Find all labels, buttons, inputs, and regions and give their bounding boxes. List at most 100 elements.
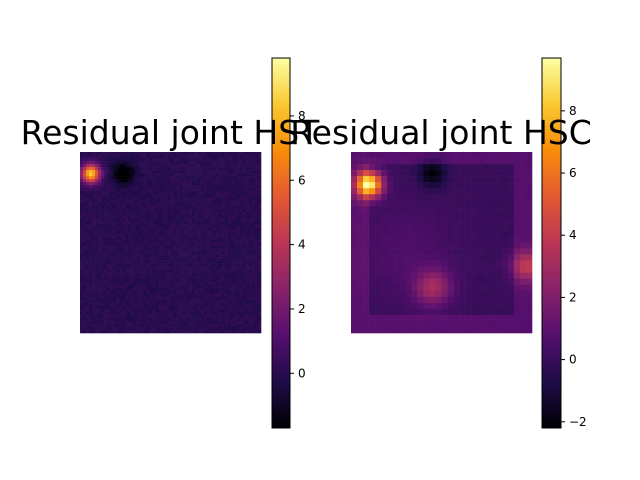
heatmap-cell (152, 314, 156, 319)
heatmap-cell (173, 248, 177, 252)
heatmap-cell (405, 326, 412, 334)
heatmap-cell (242, 287, 247, 292)
heatmap-cell (471, 308, 478, 316)
heatmap-cell (459, 284, 466, 292)
heatmap-cell (191, 266, 195, 270)
heatmap-cell (101, 200, 105, 204)
heatmap-cell (239, 182, 244, 186)
colorbar-segment (272, 193, 290, 198)
heatmap-cell (92, 212, 96, 216)
heatmap-cell (134, 233, 138, 237)
heatmap-cell (116, 179, 120, 183)
heatmap-cell (495, 248, 503, 255)
heatmap-cell (387, 182, 394, 189)
heatmap-cell (140, 308, 144, 313)
heatmap-cell (137, 164, 141, 168)
heatmap-cell (224, 242, 229, 246)
heatmap-cell (387, 290, 394, 298)
heatmap-cell (164, 278, 168, 283)
heatmap-cell (236, 236, 241, 240)
heatmap-cell (194, 260, 198, 264)
heatmap-cell (179, 242, 183, 246)
heatmap-cell (435, 326, 442, 334)
heatmap-cell (98, 305, 102, 310)
heatmap-cell (116, 212, 120, 216)
heatmap-cell (357, 260, 364, 267)
heatmap-cell (98, 296, 102, 301)
heatmap-cell (95, 290, 99, 295)
heatmap-cell (230, 215, 235, 219)
colorbar-segment (272, 313, 290, 318)
colorbar-segment (542, 107, 561, 111)
heatmap-cell (182, 314, 186, 319)
heatmap-cell (233, 230, 238, 234)
heatmap-cell (170, 260, 174, 264)
heatmap-cell (417, 314, 424, 322)
heatmap-cell (429, 182, 436, 189)
heatmap-cell (167, 272, 171, 276)
heatmap-cell (164, 257, 168, 261)
heatmap-cell (152, 320, 156, 325)
heatmap-cell (131, 218, 135, 222)
heatmap-cell (143, 230, 147, 234)
heatmap-cell (351, 194, 358, 201)
heatmap-cell (233, 248, 238, 252)
heatmap-cell (417, 242, 424, 249)
heatmap-cell (101, 305, 105, 310)
heatmap-cell (221, 254, 226, 258)
heatmap-cell (203, 287, 207, 292)
heatmap-cell (351, 218, 358, 225)
heatmap-cell (489, 296, 497, 304)
heatmap-cell (95, 242, 99, 246)
heatmap-cell (513, 212, 521, 219)
heatmap-cell (248, 242, 253, 246)
heatmap-cell (140, 257, 144, 261)
heatmap-cell (188, 308, 192, 313)
heatmap-cell (137, 176, 141, 180)
heatmap-cell (236, 161, 241, 165)
heatmap-cell (215, 239, 220, 243)
heatmap-cell (459, 152, 466, 159)
colorbar-segment (272, 406, 290, 410)
heatmap-cell (191, 164, 195, 168)
heatmap-cell (182, 287, 186, 292)
heatmap-cell (107, 212, 111, 216)
colorbar-segment (542, 196, 561, 201)
heatmap-cell (131, 230, 135, 234)
heatmap-cell (152, 278, 156, 283)
heatmap-cell (110, 212, 114, 216)
heatmap-cell (245, 167, 250, 171)
heatmap-cell (167, 326, 171, 331)
heatmap-cell (227, 269, 232, 273)
heatmap-cell (83, 266, 87, 270)
heatmap-cell (173, 311, 177, 316)
heatmap-cell (242, 206, 247, 210)
heatmap-cell (242, 254, 247, 258)
heatmap-cell (128, 236, 132, 240)
heatmap-cell (182, 308, 186, 313)
heatmap-cell (155, 281, 159, 286)
heatmap-cell (501, 296, 509, 304)
heatmap-cell (137, 275, 141, 279)
heatmap-cell (218, 230, 223, 234)
heatmap-cell (158, 317, 162, 322)
heatmap-cell (122, 152, 126, 156)
heatmap-cell (86, 197, 90, 201)
colorbar-segment (542, 381, 561, 386)
heatmap-cell (86, 281, 90, 286)
heatmap-cell (242, 215, 247, 219)
heatmap-cell (417, 266, 424, 273)
heatmap-cell (251, 167, 256, 171)
heatmap-cell (519, 236, 527, 243)
heatmap-cell (203, 323, 207, 328)
heatmap-cell (170, 206, 174, 210)
heatmap-cell (200, 233, 204, 237)
heatmap-cell (212, 245, 217, 249)
heatmap-cell (107, 239, 111, 243)
heatmap-cell (179, 206, 183, 210)
heatmap-cell (119, 284, 123, 289)
heatmap-cell (254, 206, 259, 210)
heatmap-cell (98, 194, 102, 198)
heatmap-cell (170, 287, 174, 292)
heatmap-cell (143, 284, 147, 289)
